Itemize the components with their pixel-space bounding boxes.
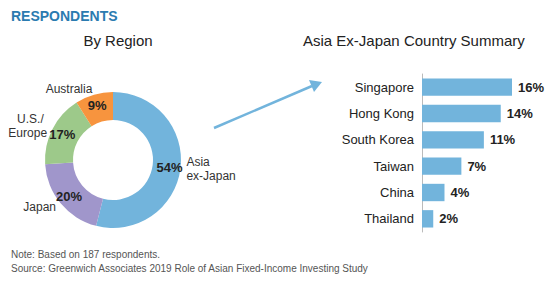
- svg-text:Note: Based on 187 respondents: Note: Based on 187 respondents.: [11, 249, 160, 260]
- svg-text:20%: 20%: [56, 189, 82, 204]
- svg-text:Asia Ex-Japan Country Summary: Asia Ex-Japan Country Summary: [303, 32, 525, 49]
- svg-text:11%: 11%: [490, 132, 516, 147]
- svg-text:China: China: [380, 185, 415, 200]
- svg-text:Asia: Asia: [186, 155, 213, 169]
- svg-text:U.S./: U.S./: [17, 112, 47, 126]
- svg-text:54%: 54%: [157, 160, 183, 175]
- svg-text:Japan: Japan: [23, 200, 56, 214]
- svg-text:By Region: By Region: [83, 32, 152, 49]
- svg-text:Australia: Australia: [46, 82, 93, 96]
- svg-text:Thailand: Thailand: [364, 211, 414, 226]
- svg-text:ex-Japan: ex-Japan: [186, 169, 235, 183]
- svg-text:Europe: Europe: [8, 126, 47, 140]
- svg-text:Singapore: Singapore: [355, 80, 414, 95]
- svg-text:2%: 2%: [439, 211, 458, 226]
- svg-text:9%: 9%: [88, 98, 107, 113]
- svg-text:4%: 4%: [451, 185, 470, 200]
- svg-text:South Korea: South Korea: [342, 132, 415, 147]
- svg-text:17%: 17%: [49, 127, 75, 142]
- svg-text:14%: 14%: [507, 106, 533, 121]
- svg-text:Taiwan: Taiwan: [374, 159, 414, 174]
- svg-text:Source: Greenwich Associates 2: Source: Greenwich Associates 2019 Role o…: [11, 263, 368, 274]
- svg-text:Hong Kong: Hong Kong: [349, 106, 414, 121]
- svg-text:RESPONDENTS: RESPONDENTS: [11, 8, 118, 24]
- svg-text:16%: 16%: [518, 80, 544, 95]
- svg-text:7%: 7%: [467, 159, 486, 174]
